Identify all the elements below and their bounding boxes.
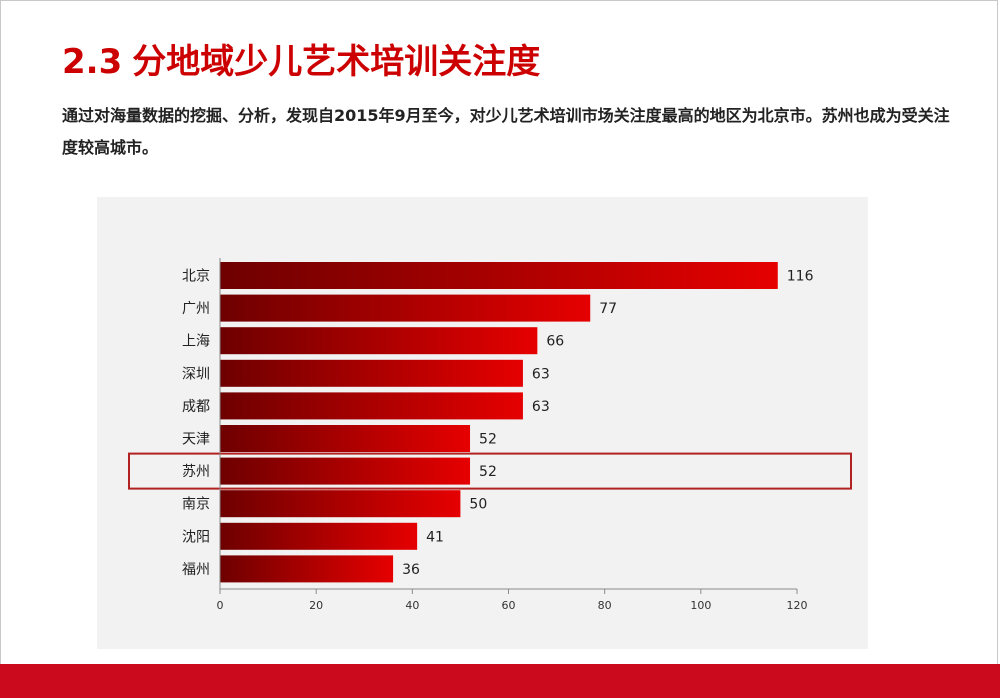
bar — [220, 490, 461, 518]
page-title: 2.3 分地域少儿艺术培训关注度 — [62, 34, 540, 83]
category-label: 天津 — [182, 432, 210, 448]
category-label: 广州 — [182, 301, 210, 317]
data-label: 41 — [426, 529, 444, 545]
category-label: 苏州 — [182, 464, 210, 480]
bar — [220, 555, 394, 583]
category-label: 上海 — [182, 334, 210, 350]
category-label: 成都 — [182, 399, 210, 415]
bar — [220, 294, 591, 322]
bar — [220, 522, 418, 550]
bar-chart: 北京 116 广州 77 上海 66 深圳 63 成都 63 天津 52 苏州 52 南京 50 沈阳 41 福州 3… — [128, 258, 852, 612]
data-label: 77 — [599, 301, 617, 317]
category-label: 南京 — [182, 497, 210, 513]
data-label: 50 — [469, 497, 487, 513]
data-label: 36 — [402, 562, 420, 578]
data-label: 63 — [532, 366, 550, 382]
bar — [220, 425, 471, 452]
data-label: 66 — [546, 334, 564, 350]
x-tick-label: 20 — [309, 599, 323, 612]
section-number: 2.3 — [62, 42, 123, 82]
intro-paragraph: 通过对海量数据的挖掘、分析，发现自2015年9月至今，对少儿艺术培训市场关注度最… — [62, 106, 950, 157]
highlight-box — [128, 452, 852, 490]
x-tick-label: 80 — [598, 599, 612, 612]
data-label: 52 — [479, 464, 497, 480]
bar — [220, 457, 471, 485]
data-label: 63 — [532, 399, 550, 415]
category-label: 沈阳 — [182, 529, 210, 545]
bar — [220, 359, 523, 387]
x-tick-label: 0 — [217, 599, 224, 612]
data-label: 52 — [479, 432, 497, 448]
footer-bar — [0, 664, 1000, 698]
bar — [220, 392, 523, 420]
title-text: 分地域少儿艺术培训关注度 — [132, 42, 541, 82]
x-tick-label: 100 — [690, 599, 711, 612]
chart-panel: 北京 116 广州 77 上海 66 深圳 63 成都 63 天津 52 苏州 52 南京 50 沈阳 41 福州 3… — [97, 197, 868, 649]
category-label: 深圳 — [182, 366, 210, 382]
category-label: 福州 — [182, 562, 210, 578]
x-tick-label: 120 — [787, 599, 808, 612]
bar — [220, 327, 538, 355]
category-label: 北京 — [182, 269, 210, 285]
bar — [220, 262, 778, 289]
x-tick-label: 60 — [502, 599, 516, 612]
data-label: 116 — [787, 269, 814, 285]
x-tick-label: 40 — [405, 599, 419, 612]
